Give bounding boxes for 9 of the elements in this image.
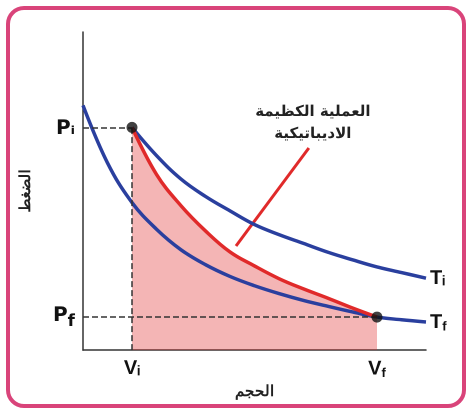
x-tick-label: Vᵢ	[124, 357, 140, 380]
x-axis-title: الحجم	[235, 383, 274, 400]
series-label: Tf	[430, 310, 448, 334]
ref-line-label: Pᵢ	[56, 115, 76, 140]
annotation: العملية الكظيمة الاديباتيكية	[255, 102, 370, 142]
series-label: Tᵢ	[430, 267, 446, 290]
y-axis-title: الضغط	[17, 170, 34, 213]
ref-line-label: P$_{f}$	[53, 302, 75, 330]
x-tick-label: Vf	[368, 358, 386, 380]
